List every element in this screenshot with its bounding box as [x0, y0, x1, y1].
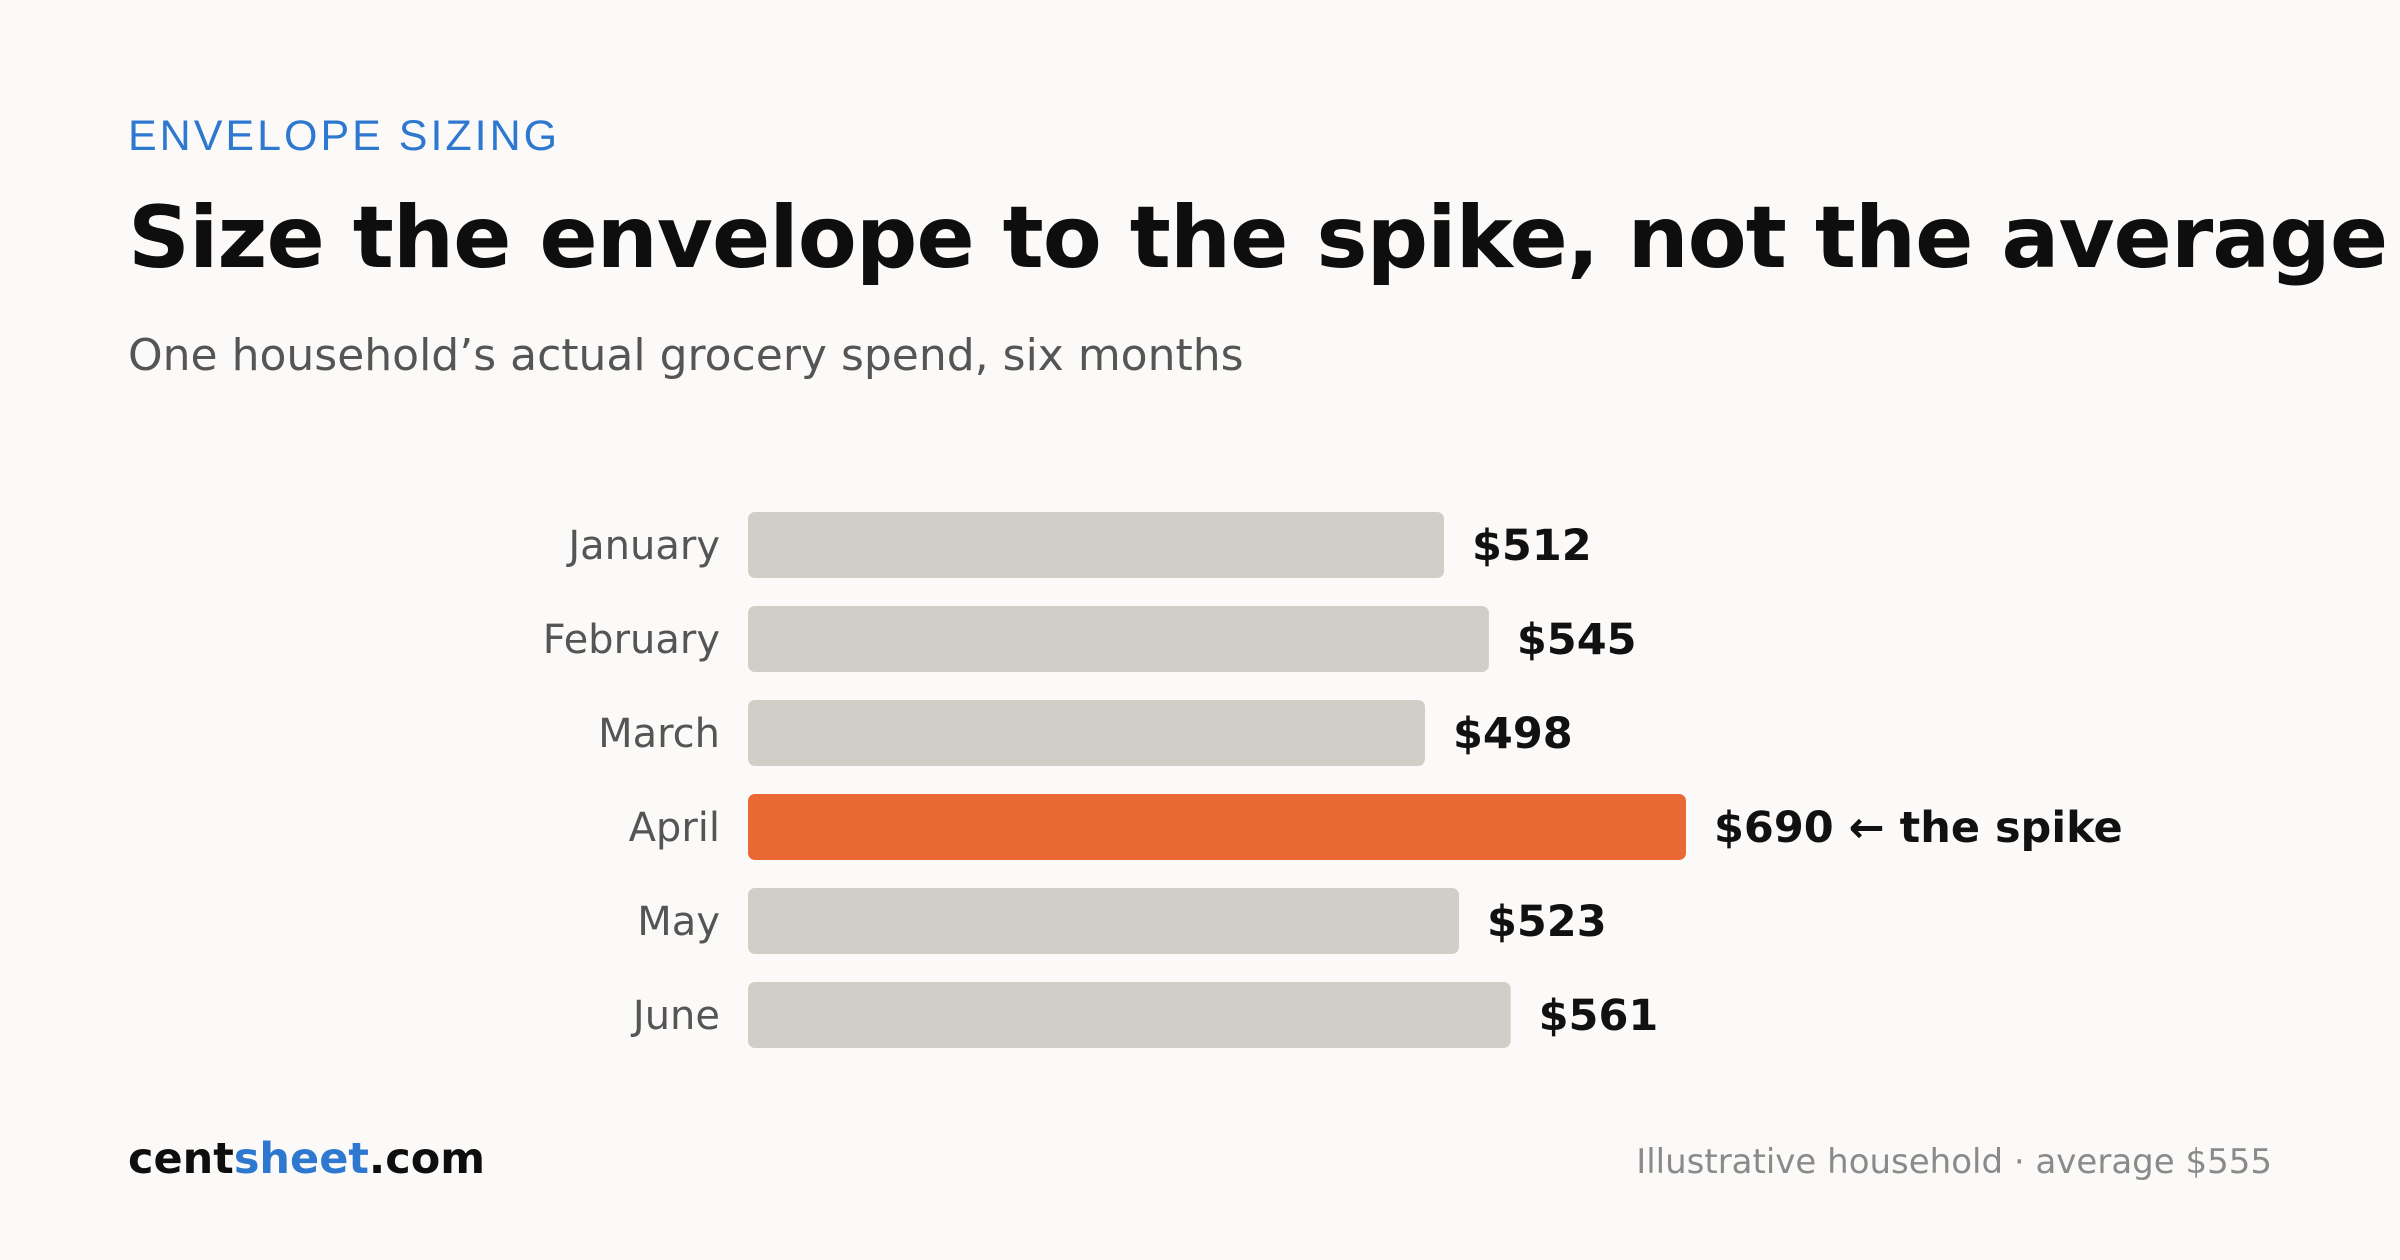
brand-part-domain: .com — [368, 1134, 486, 1184]
footer-note: Illustrative household · average $555 — [1636, 1142, 2272, 1182]
value-label: $690 ← the spike — [1714, 803, 2123, 853]
category-label: June — [630, 993, 720, 1039]
value-label: $561 — [1539, 991, 1659, 1041]
bar — [748, 700, 1425, 766]
chart-title: Size the envelope to the spike, not the … — [128, 188, 2388, 288]
chart-subtitle: One household’s actual grocery spend, si… — [128, 330, 1244, 381]
bar — [748, 888, 1459, 954]
category-label: March — [598, 711, 720, 757]
category-label: April — [629, 805, 720, 851]
bar — [748, 512, 1445, 578]
bar-highlight — [748, 794, 1686, 860]
category-label: May — [637, 899, 720, 945]
value-label: $512 — [1472, 521, 1592, 571]
value-label: $498 — [1453, 709, 1573, 759]
bar — [748, 606, 1489, 672]
brand-logo: centsheet.com — [128, 1134, 485, 1184]
eyebrow-label: ENVELOPE SIZING — [128, 112, 561, 160]
brand-part-sheet: sheet — [233, 1134, 369, 1184]
value-label: $545 — [1517, 615, 1637, 665]
bar-chart: January $512 February $545 March $498 April $69… — [543, 512, 2123, 1048]
bar — [748, 982, 1511, 1048]
category-label: January — [565, 523, 720, 569]
category-label: February — [543, 617, 720, 663]
value-label: $523 — [1487, 897, 1607, 947]
brand-part-cent: cent — [128, 1134, 234, 1184]
